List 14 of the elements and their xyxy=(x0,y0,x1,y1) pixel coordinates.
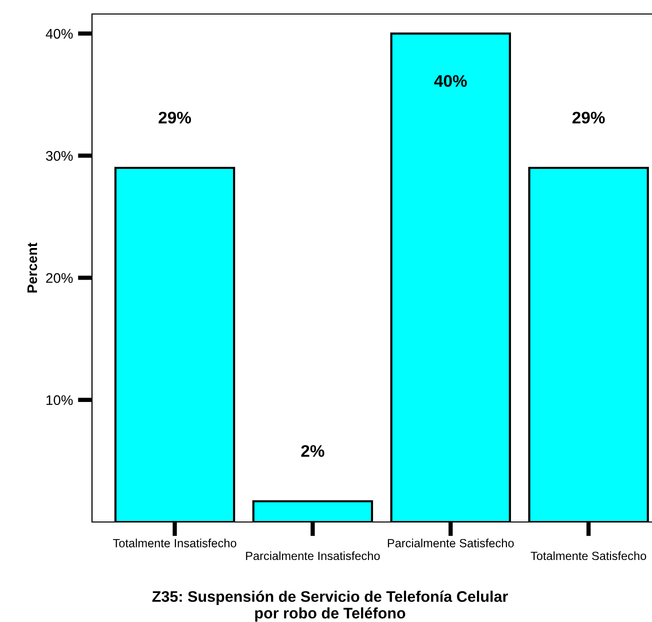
x-tick-label: Totalmente Insatisfecho xyxy=(113,538,236,548)
x-axis-title: Z35: Suspensión de Servicio de Telefonía Celular por robo de Teléfono xyxy=(152,590,508,622)
data-label: 29% xyxy=(572,112,605,124)
x-tick-label: Parcialmente Insatisfecho xyxy=(246,551,380,560)
x-tick-label: Parcialmente Satisfecho xyxy=(388,538,514,548)
y-axis-title: Percent xyxy=(27,242,38,293)
data-label: 40% xyxy=(434,75,467,87)
y-tick-label: 40% xyxy=(46,28,73,39)
data-label: 29% xyxy=(158,112,191,124)
y-tick-label: 10% xyxy=(46,395,73,406)
y-tick-label: 20% xyxy=(46,273,73,283)
x-tick-label: Totalmente Satisfecho xyxy=(530,551,646,560)
data-label: 2% xyxy=(301,445,324,457)
y-tick-label: 30% xyxy=(46,150,73,161)
